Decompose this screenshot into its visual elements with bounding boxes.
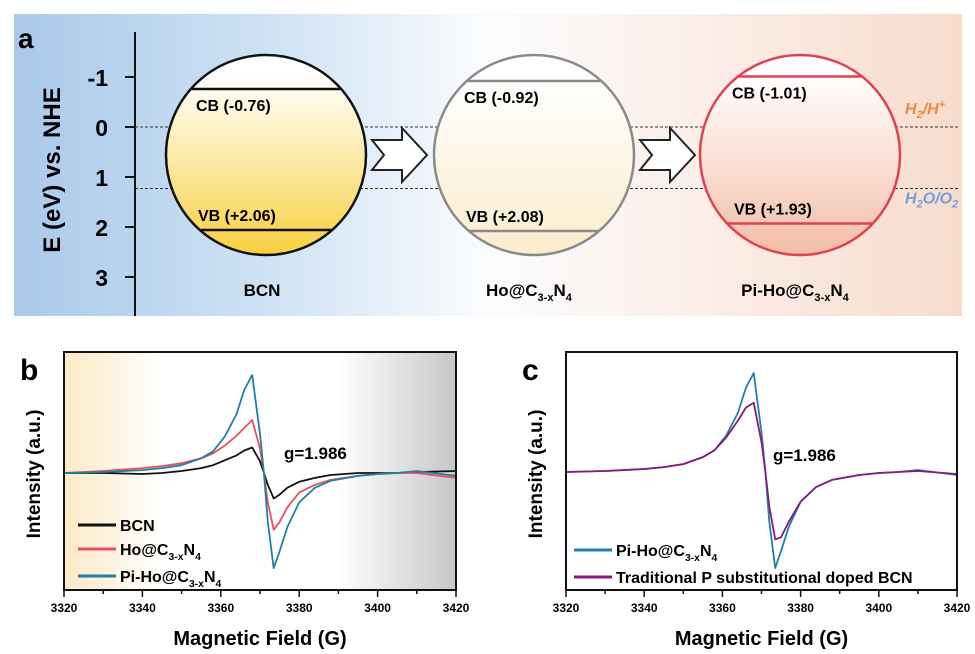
x-tick-label: 3420	[944, 601, 971, 615]
legend-entry: Pi-Ho@C3-xN4	[574, 543, 718, 564]
legend-entry: Traditional P substitutional doped BCN	[574, 570, 913, 587]
y-tick-label: 3	[95, 265, 108, 291]
band-diagram-2: CB (-1.01) VB (+1.93) Pi-Ho@C3-xN4	[698, 53, 902, 304]
x-tick-label: 3360	[207, 601, 234, 615]
label-part: N	[700, 543, 712, 560]
subscript: 3-x	[685, 553, 700, 564]
label-part: Ho@C	[120, 542, 169, 559]
vb-label: VB (+1.93)	[734, 202, 812, 219]
subscript: 3-x	[538, 292, 555, 304]
label-part: H	[905, 191, 917, 208]
vb-label: VB (+2.06)	[198, 208, 276, 225]
label-part: Pi-Ho@C	[120, 569, 189, 586]
panel-b: b 3320 3340 3360 3380 3400 3420 Magnetic Field …	[20, 351, 470, 650]
label-part: Ho@C	[486, 281, 538, 300]
subscript: 2	[951, 199, 958, 211]
label-part: N	[830, 281, 842, 300]
label-part: N	[204, 569, 216, 586]
legend-entry: Pi-Ho@C3-xN4	[78, 569, 222, 590]
subscript: 4	[566, 292, 573, 304]
right-arrow-icon	[369, 125, 429, 185]
right-arrow-icon	[637, 125, 697, 185]
label-part: N	[184, 542, 196, 559]
band-circle	[432, 53, 636, 257]
legend-entry: Ho@C3-xN4	[78, 542, 201, 563]
band-circle	[164, 53, 368, 257]
subscript: 4	[843, 292, 850, 304]
legend-label: BCN	[120, 518, 155, 535]
panel-c: c 3320 3340 3360 3380 3400 3420 Magnetic Field …	[522, 351, 971, 650]
y-tick-label: 1	[95, 165, 108, 191]
subscript: 3-x	[168, 552, 183, 563]
label-part: /H	[922, 101, 939, 118]
x-tick-label: 3400	[865, 601, 892, 615]
y-axis-label: Intensity (a.u.)	[526, 410, 547, 539]
vb-label: VB (+2.08)	[466, 209, 544, 226]
panel-letter: b	[20, 354, 38, 387]
y-axis-label: Intensity (a.u.)	[24, 410, 45, 539]
y-tick-label: 0	[95, 115, 108, 141]
material-name: Ho@C3-xN4	[486, 281, 573, 304]
y-tick-label: 2	[95, 215, 108, 241]
label-part: N	[554, 281, 566, 300]
legend-label: Pi-Ho@C3-xN4	[120, 569, 222, 590]
x-tick-label: 3320	[553, 601, 580, 615]
band-circle	[698, 53, 902, 257]
x-tick-label: 3400	[364, 601, 391, 615]
x-tick-label: 3380	[286, 601, 313, 615]
material-name: BCN	[244, 281, 281, 300]
band-diagram-0: CB (-0.76) VB (+2.06) BCN	[164, 53, 368, 300]
y-tick-label: -1	[88, 65, 109, 91]
g-value-annotation: g=1.986	[284, 444, 347, 463]
x-axis-label: Magnetic Field (G)	[173, 628, 346, 650]
label-part: Pi-Ho@C	[616, 543, 685, 560]
label-part: H	[905, 101, 917, 118]
reference-level-label: H2/H+	[905, 99, 946, 121]
subscript: 3-x	[814, 292, 831, 304]
subscript: 4	[195, 552, 201, 563]
legend-label: Traditional P substitutional doped BCN	[616, 570, 913, 587]
legend-label: Ho@C3-xN4	[120, 542, 201, 563]
label-part: BCN	[244, 281, 281, 300]
x-tick-label: 3360	[709, 601, 736, 615]
subscript: 2	[916, 199, 923, 211]
subscript: 3-x	[189, 579, 204, 590]
plot-area	[566, 352, 957, 590]
superscript: +	[939, 99, 946, 111]
subscript: 4	[216, 579, 222, 590]
label-part: O/O	[923, 191, 953, 208]
label-part: Pi-Ho@C	[741, 281, 814, 300]
material-name: Pi-Ho@C3-xN4	[741, 281, 850, 304]
subscript: 4	[712, 553, 718, 564]
panel-letter-a: a	[18, 23, 34, 54]
cb-label: CB (-0.76)	[196, 98, 271, 115]
x-tick-label: 3340	[631, 601, 658, 615]
cb-label: CB (-1.01)	[732, 86, 807, 103]
g-value-annotation: g=1.986	[773, 446, 836, 465]
reference-level-label: H2O/O2	[905, 191, 958, 211]
series-line-2	[63, 374, 457, 569]
x-tick-label: 3340	[129, 601, 156, 615]
y-axis-label: E (eV) vs. NHE	[39, 87, 66, 252]
panel-letter: c	[522, 354, 539, 387]
legend-entry: BCN	[78, 518, 155, 535]
x-tick-label: 3320	[51, 601, 78, 615]
label-part: Traditional P substitutional doped BCN	[616, 570, 913, 587]
label-part: BCN	[120, 518, 155, 535]
x-tick-label: 3380	[787, 601, 814, 615]
x-tick-label: 3420	[443, 601, 470, 615]
x-axis-label: Magnetic Field (G)	[675, 628, 848, 650]
band-diagram-1: CB (-0.92) VB (+2.08) Ho@C3-xN4	[432, 53, 636, 304]
subscript: 2	[916, 109, 923, 121]
legend-label: Pi-Ho@C3-xN4	[616, 543, 718, 564]
cb-label: CB (-0.92)	[464, 90, 539, 107]
